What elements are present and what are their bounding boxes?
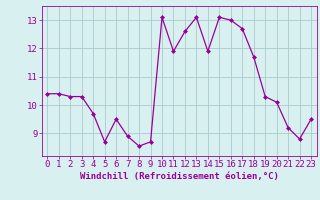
X-axis label: Windchill (Refroidissement éolien,°C): Windchill (Refroidissement éolien,°C): [80, 172, 279, 181]
